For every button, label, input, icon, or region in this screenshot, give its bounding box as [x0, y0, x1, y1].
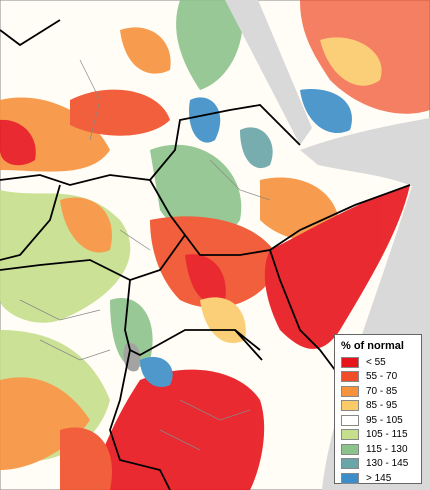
legend-label: 70 - 85: [366, 385, 398, 397]
legend-item: 130 - 145: [341, 457, 415, 472]
legend-item: 70 - 85: [341, 384, 415, 399]
legend-title: % of normal: [341, 340, 404, 352]
legend-swatch: [341, 429, 359, 441]
legend-label: 115 - 130: [366, 443, 408, 455]
legend-swatch: [341, 356, 359, 368]
legend-item: 105 - 115: [341, 428, 415, 443]
legend-label: 130 - 145: [366, 458, 409, 470]
legend-swatch: [341, 458, 359, 470]
legend: % of normal < 55 55 - 70 70 - 85 85 - 95 95 …: [334, 334, 422, 484]
legend-label: 55 - 70: [366, 371, 398, 383]
legend-label: 105 - 115: [366, 429, 408, 441]
legend-item: 95 - 105: [341, 413, 415, 428]
legend-label: 95 - 105: [366, 414, 403, 426]
legend-label: 85 - 95: [366, 400, 398, 412]
legend-item: 55 - 70: [341, 370, 415, 385]
legend-item: 85 - 95: [341, 399, 415, 414]
legend-swatch: [341, 371, 359, 383]
legend-label: > 145: [366, 472, 392, 484]
legend-label: < 55: [366, 356, 386, 368]
legend-item: < 55: [341, 355, 415, 370]
legend-item: > 145: [341, 471, 415, 486]
red-sea: [225, 0, 312, 145]
country-borders: [0, 19, 411, 490]
legend-swatch: [341, 385, 359, 397]
legend-swatch: [341, 414, 359, 426]
admin-borders: [19, 59, 271, 451]
legend-swatch: [341, 472, 359, 484]
legend-item: 115 - 130: [341, 442, 415, 457]
legend-swatch: [341, 400, 359, 412]
legend-swatch: [341, 443, 359, 455]
